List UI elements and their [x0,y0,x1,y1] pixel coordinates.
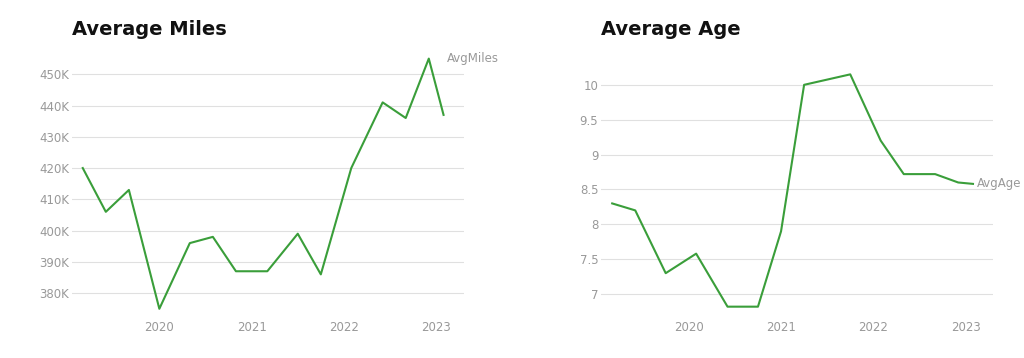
Text: Average Miles: Average Miles [72,20,226,39]
Text: Average Age: Average Age [601,20,740,39]
Text: AvgMiles: AvgMiles [447,52,500,65]
Text: AvgAge: AvgAge [977,177,1021,190]
